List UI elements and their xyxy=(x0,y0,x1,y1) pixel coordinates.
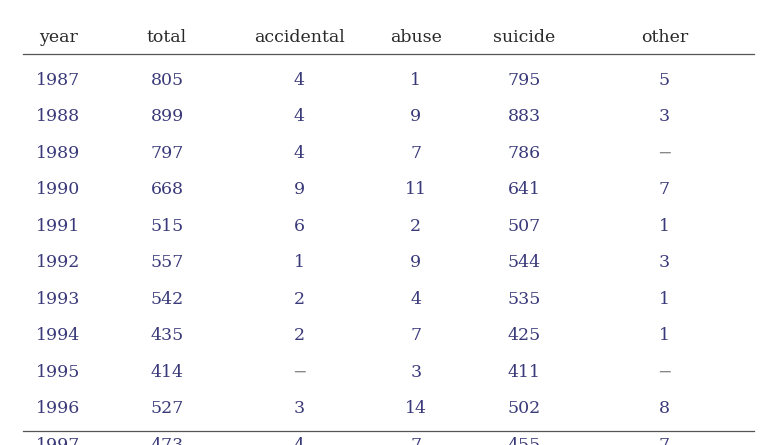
Text: 3: 3 xyxy=(659,254,670,271)
Text: −: − xyxy=(657,364,671,380)
Text: 435: 435 xyxy=(151,327,183,344)
Text: 7: 7 xyxy=(410,327,421,344)
Text: 1991: 1991 xyxy=(37,218,80,235)
Text: 3: 3 xyxy=(294,400,305,417)
Text: 1: 1 xyxy=(659,291,670,307)
Text: 1987: 1987 xyxy=(37,72,80,89)
Text: 7: 7 xyxy=(410,437,421,445)
Text: 4: 4 xyxy=(294,145,305,162)
Text: 6: 6 xyxy=(294,218,305,235)
Text: 1: 1 xyxy=(659,218,670,235)
Text: 1: 1 xyxy=(410,72,421,89)
Text: 883: 883 xyxy=(508,108,541,125)
Text: 7: 7 xyxy=(659,181,670,198)
Text: 7: 7 xyxy=(659,437,670,445)
Text: 805: 805 xyxy=(151,72,183,89)
Text: accidental: accidental xyxy=(254,29,344,46)
Text: 425: 425 xyxy=(508,327,541,344)
Text: 1988: 1988 xyxy=(37,108,80,125)
Text: 1994: 1994 xyxy=(37,327,80,344)
Text: 3: 3 xyxy=(659,108,670,125)
Text: 1: 1 xyxy=(294,254,305,271)
Text: abuse: abuse xyxy=(390,29,441,46)
Text: 668: 668 xyxy=(151,181,183,198)
Text: 4: 4 xyxy=(294,437,305,445)
Text: 414: 414 xyxy=(151,364,183,380)
Text: 1992: 1992 xyxy=(36,254,81,271)
Text: 544: 544 xyxy=(508,254,541,271)
Text: suicide: suicide xyxy=(493,29,556,46)
Text: 527: 527 xyxy=(151,400,183,417)
Text: 4: 4 xyxy=(294,72,305,89)
Text: 1990: 1990 xyxy=(37,181,80,198)
Text: 502: 502 xyxy=(508,400,541,417)
Text: 8: 8 xyxy=(659,400,670,417)
Text: other: other xyxy=(641,29,688,46)
Text: −: − xyxy=(657,145,671,162)
Text: year: year xyxy=(39,29,78,46)
Text: 795: 795 xyxy=(508,72,541,89)
Text: 411: 411 xyxy=(508,364,541,380)
Text: 786: 786 xyxy=(508,145,541,162)
Text: 5: 5 xyxy=(659,72,670,89)
Text: 455: 455 xyxy=(508,437,541,445)
Text: 1996: 1996 xyxy=(37,400,80,417)
Text: 3: 3 xyxy=(410,364,421,380)
Text: 557: 557 xyxy=(151,254,183,271)
Text: 515: 515 xyxy=(151,218,183,235)
Text: 1995: 1995 xyxy=(36,364,81,380)
Text: 9: 9 xyxy=(294,181,305,198)
Text: 542: 542 xyxy=(151,291,183,307)
Text: 473: 473 xyxy=(151,437,183,445)
Text: 507: 507 xyxy=(508,218,541,235)
Text: 4: 4 xyxy=(410,291,421,307)
Text: 641: 641 xyxy=(508,181,541,198)
Text: 535: 535 xyxy=(508,291,541,307)
Text: 9: 9 xyxy=(410,108,421,125)
Text: 2: 2 xyxy=(294,327,305,344)
Text: 9: 9 xyxy=(410,254,421,271)
Text: 7: 7 xyxy=(410,145,421,162)
Text: 1: 1 xyxy=(659,327,670,344)
Text: total: total xyxy=(147,29,187,46)
Text: −: − xyxy=(292,364,306,380)
Text: 2: 2 xyxy=(410,218,421,235)
Text: 899: 899 xyxy=(151,108,183,125)
Text: 4: 4 xyxy=(294,108,305,125)
Text: 11: 11 xyxy=(405,181,427,198)
Text: 14: 14 xyxy=(405,400,427,417)
Text: 797: 797 xyxy=(151,145,183,162)
Text: 1993: 1993 xyxy=(36,291,81,307)
Text: 1997: 1997 xyxy=(36,437,81,445)
Text: 1989: 1989 xyxy=(37,145,80,162)
Text: 2: 2 xyxy=(294,291,305,307)
